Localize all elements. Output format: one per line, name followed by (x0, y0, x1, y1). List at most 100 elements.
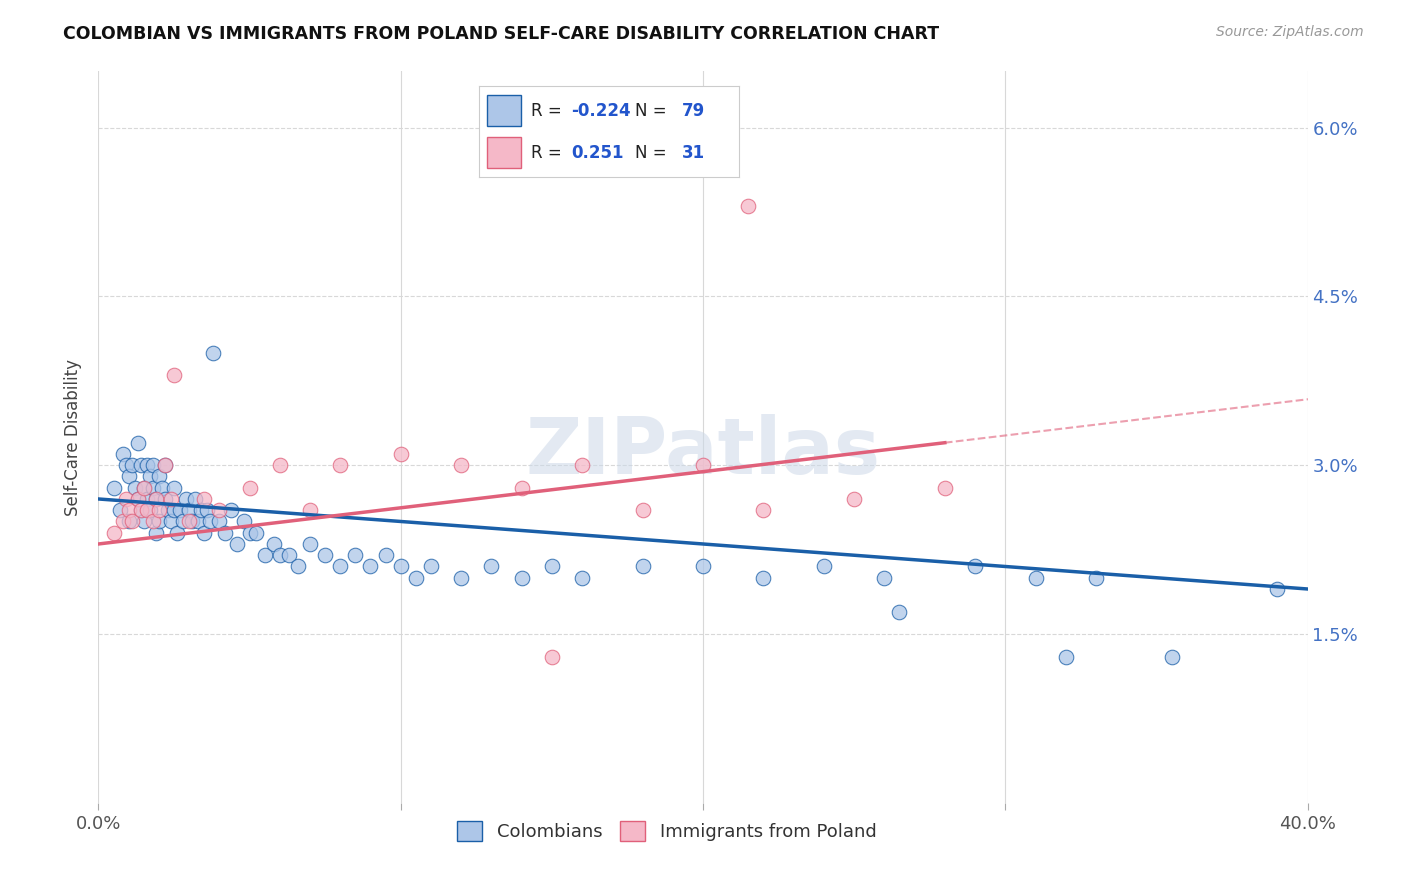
Point (118, 469, 141, 483)
Point (111, 515, 134, 529)
Point (1054, 649, 1077, 664)
Point (1085, 571, 1108, 585)
Point (121, 458, 143, 473)
Point (571, 571, 593, 585)
Point (193, 491, 215, 506)
Point (169, 503, 191, 517)
Point (118, 515, 141, 529)
Point (127, 491, 149, 506)
Point (145, 491, 167, 506)
Point (145, 525, 167, 540)
Point (360, 559, 382, 574)
Point (135, 458, 157, 473)
Point (1024, 571, 1046, 585)
Point (226, 537, 249, 551)
Point (221, 503, 243, 517)
Point (737, 199, 759, 213)
Point (174, 491, 197, 506)
Point (269, 458, 291, 473)
Point (287, 559, 309, 574)
Point (844, 491, 866, 506)
Point (813, 559, 835, 574)
Point (114, 458, 136, 473)
Point (934, 481, 956, 495)
Point (118, 503, 141, 517)
Point (111, 447, 134, 461)
Point (631, 503, 654, 517)
Point (510, 481, 533, 495)
Point (153, 458, 176, 473)
Point (277, 548, 299, 562)
Point (450, 571, 472, 585)
Point (208, 515, 231, 529)
Point (299, 503, 322, 517)
Point (145, 491, 167, 506)
Point (121, 515, 143, 529)
Point (389, 447, 412, 461)
Point (184, 491, 207, 506)
Point (166, 525, 188, 540)
Point (239, 481, 262, 495)
Point (160, 515, 183, 529)
Point (160, 491, 183, 506)
Point (190, 503, 212, 517)
Point (540, 559, 562, 574)
Point (129, 503, 152, 517)
Point (510, 571, 533, 585)
Point (103, 481, 125, 495)
Point (692, 559, 714, 574)
Point (129, 503, 152, 517)
Point (142, 458, 165, 473)
Point (1267, 582, 1289, 596)
Point (374, 548, 396, 562)
Text: COLOMBIAN VS IMMIGRANTS FROM POLAND SELF-CARE DISABILITY CORRELATION CHART: COLOMBIAN VS IMMIGRANTS FROM POLAND SELF… (63, 25, 939, 43)
Point (135, 491, 157, 506)
Point (752, 571, 775, 585)
Point (873, 571, 896, 585)
Point (187, 515, 209, 529)
Legend: Colombians, Immigrants from Poland: Colombians, Immigrants from Poland (450, 814, 884, 848)
Point (163, 481, 186, 495)
Point (132, 481, 155, 495)
Point (299, 537, 322, 551)
Point (232, 515, 254, 529)
Point (129, 458, 152, 473)
Point (132, 481, 155, 495)
Point (148, 515, 170, 529)
Point (127, 491, 149, 506)
Point (114, 491, 136, 506)
Point (163, 368, 186, 383)
Point (172, 515, 194, 529)
Point (692, 458, 714, 473)
Point (181, 515, 204, 529)
Point (200, 515, 222, 529)
Point (253, 548, 276, 562)
Point (150, 481, 173, 495)
Point (405, 571, 427, 585)
Point (631, 559, 654, 574)
Point (127, 435, 149, 450)
Point (108, 503, 131, 517)
Point (889, 605, 911, 619)
Point (344, 548, 367, 562)
Point (142, 515, 165, 529)
Point (153, 458, 176, 473)
Point (179, 503, 201, 517)
Point (208, 503, 231, 517)
Point (965, 559, 987, 574)
Point (263, 537, 285, 551)
Point (329, 458, 352, 473)
Y-axis label: Self-Care Disability: Self-Care Disability (65, 359, 83, 516)
Point (1160, 649, 1182, 664)
Point (571, 458, 593, 473)
Point (156, 503, 179, 517)
Point (103, 525, 125, 540)
Point (132, 515, 155, 529)
Point (752, 503, 775, 517)
Point (245, 525, 267, 540)
Point (239, 525, 262, 540)
Point (139, 469, 162, 483)
Point (481, 559, 503, 574)
Point (269, 548, 291, 562)
Text: ZIPatlas: ZIPatlas (526, 414, 880, 490)
